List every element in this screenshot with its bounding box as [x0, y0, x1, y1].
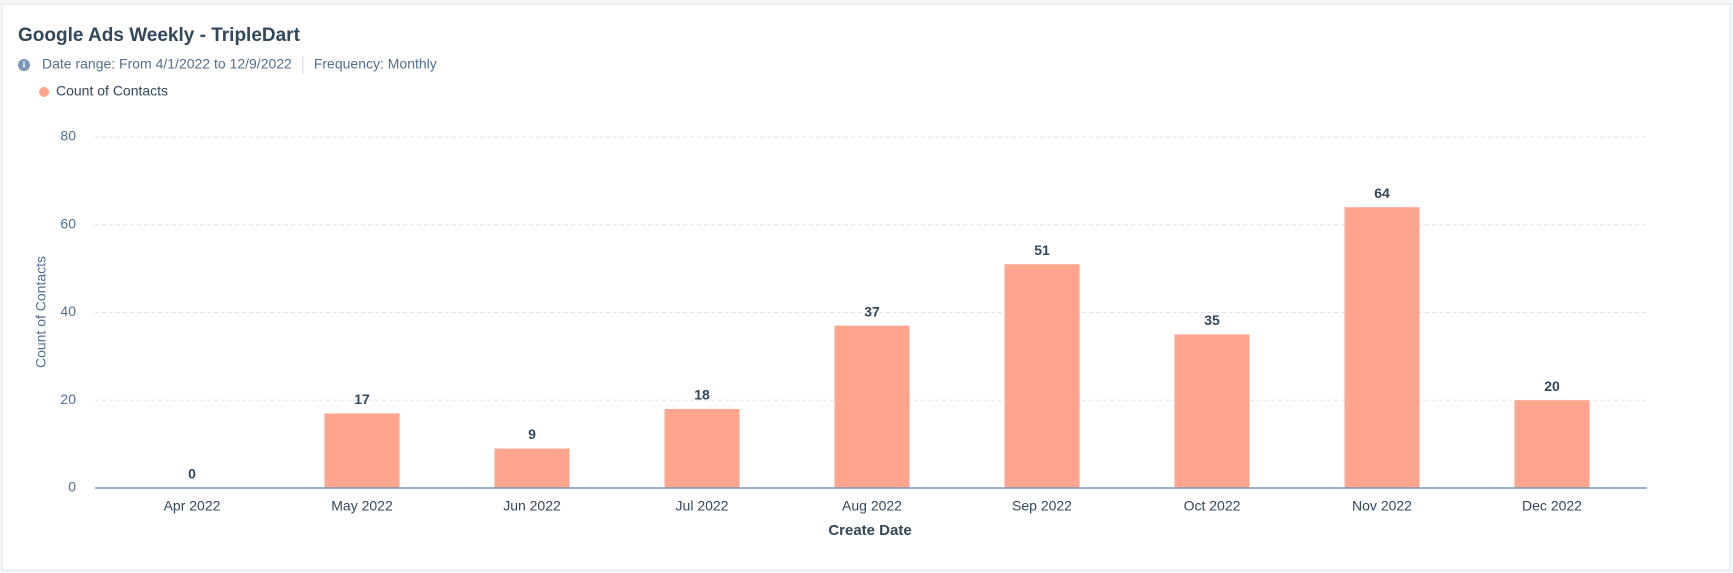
x-tick-label: Sep 2022: [1012, 498, 1072, 514]
value-label: 18: [694, 387, 710, 403]
x-axis-title: Create Date: [828, 522, 911, 539]
value-label: 17: [354, 391, 370, 407]
y-tick-label: 80: [60, 128, 76, 144]
x-tick-label: Dec 2022: [1522, 498, 1582, 514]
x-tick-label: May 2022: [331, 498, 393, 514]
value-label: 37: [864, 303, 880, 319]
value-label: 64: [1374, 185, 1390, 201]
y-tick-label: 60: [60, 215, 76, 231]
x-tick-label: Apr 2022: [164, 498, 221, 514]
y-tick-label: 0: [68, 479, 76, 495]
bar: [664, 409, 740, 488]
bar: [1004, 264, 1080, 488]
bar: [834, 325, 910, 488]
y-axis-title: Count of Contacts: [33, 256, 49, 368]
value-label: 20: [1544, 378, 1560, 394]
info-glyph: i: [23, 59, 26, 69]
x-tick-label: Nov 2022: [1352, 498, 1412, 514]
value-label: 51: [1034, 242, 1050, 258]
x-tick-label: Aug 2022: [842, 498, 902, 514]
value-label: 0: [188, 466, 196, 482]
bar: [1174, 334, 1250, 488]
bar: [494, 448, 570, 488]
frequency: Frequency: Monthly: [314, 56, 437, 72]
x-tick-label: Jul 2022: [676, 498, 729, 514]
bar: [1514, 400, 1590, 488]
date-range: Date range: From 4/1/2022 to 12/9/2022: [42, 56, 292, 72]
x-tick-label: Oct 2022: [1184, 498, 1241, 514]
value-label: 9: [528, 426, 536, 442]
x-tick-label: Jun 2022: [503, 498, 561, 514]
y-tick-label: 40: [60, 303, 76, 319]
y-tick-label: 20: [60, 391, 76, 407]
bar: [324, 413, 400, 488]
bar: [1344, 207, 1420, 488]
chart-title: Google Ads Weekly - TripleDart: [18, 25, 301, 46]
value-label: 35: [1204, 312, 1220, 328]
info-icon: [18, 59, 30, 71]
legend-swatch: [39, 87, 49, 97]
legend-label: Count of Contacts: [56, 83, 168, 99]
